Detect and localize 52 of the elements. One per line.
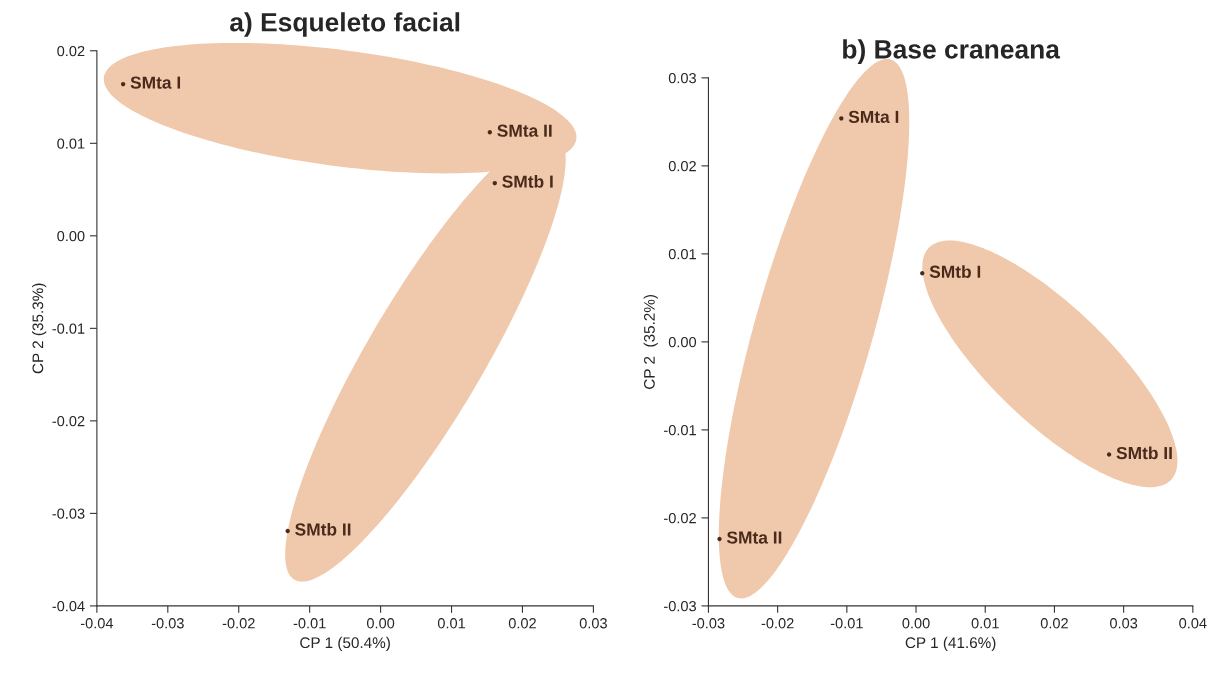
y-tick-label: 0.00 bbox=[57, 230, 85, 242]
point bbox=[492, 180, 497, 186]
x-tick-label: 0.03 bbox=[579, 618, 607, 629]
point bbox=[920, 271, 925, 276]
series-label: SMtb I bbox=[502, 174, 553, 188]
x-axis-title: CP 1 (50.4%) bbox=[300, 636, 390, 652]
chart-title: a) Esqueleto facial bbox=[230, 12, 460, 37]
point bbox=[839, 116, 844, 121]
series-label: SMta II bbox=[726, 531, 782, 544]
y-axis-title: CP 2 (35.3%) bbox=[32, 283, 47, 374]
series-label: SMtb I bbox=[929, 265, 981, 278]
series-label: SMta I bbox=[848, 110, 899, 123]
x-tick-label: -0.03 bbox=[151, 618, 184, 629]
x-tick-label: 0.02 bbox=[508, 618, 536, 629]
y-tick-label: 0.01 bbox=[668, 248, 696, 260]
y-tick-label: -0.02 bbox=[52, 415, 85, 427]
x-tick-label: 0.01 bbox=[437, 618, 466, 629]
x-tick-label: -0.01 bbox=[293, 618, 326, 629]
y-tick-label: -0.01 bbox=[664, 425, 696, 436]
point bbox=[120, 81, 126, 87]
series-label: SMtb II bbox=[295, 522, 351, 536]
x-tick-label: 0.00 bbox=[902, 618, 930, 629]
y-tick-label: 0.02 bbox=[57, 45, 85, 57]
x-tick-label: 0.02 bbox=[1040, 618, 1068, 629]
x-tick-label: -0.02 bbox=[222, 618, 255, 629]
y-tick-label: -0.02 bbox=[664, 513, 696, 524]
chart-title: b) Base craneana bbox=[843, 39, 1061, 64]
x-tick-label: -0.03 bbox=[692, 618, 725, 629]
x-tick-label: 0.04 bbox=[1179, 618, 1207, 629]
point bbox=[1106, 452, 1112, 457]
y-tick-label: -0.03 bbox=[664, 601, 696, 612]
y-axis-title: CP 2 (35.2%) bbox=[643, 294, 658, 389]
x-tick-label: -0.01 bbox=[830, 618, 863, 629]
x-tick-label: 0.00 bbox=[366, 618, 395, 629]
point bbox=[285, 528, 290, 534]
series-label: SMta I bbox=[130, 76, 181, 89]
point bbox=[487, 130, 493, 135]
y-tick-label: 0.03 bbox=[668, 72, 696, 84]
x-tick-label: 0.03 bbox=[1110, 618, 1138, 629]
x-tick-label: -0.04 bbox=[80, 618, 114, 629]
y-tick-label: 0.01 bbox=[57, 138, 85, 149]
y-tick-label: 0.00 bbox=[668, 336, 697, 348]
series-label: SMtb II bbox=[1116, 446, 1172, 460]
x-tick-label: -0.02 bbox=[761, 618, 794, 629]
y-tick-label: -0.01 bbox=[52, 323, 85, 334]
x-tick-label: 0.01 bbox=[971, 618, 999, 629]
x-axis-title: CP 1 (41.6%) bbox=[905, 636, 996, 652]
y-tick-label: -0.04 bbox=[52, 601, 85, 612]
point bbox=[717, 536, 722, 542]
series-label: SMta II bbox=[497, 124, 552, 137]
y-tick-label: 0.02 bbox=[668, 160, 696, 172]
y-tick-label: -0.03 bbox=[52, 508, 85, 519]
